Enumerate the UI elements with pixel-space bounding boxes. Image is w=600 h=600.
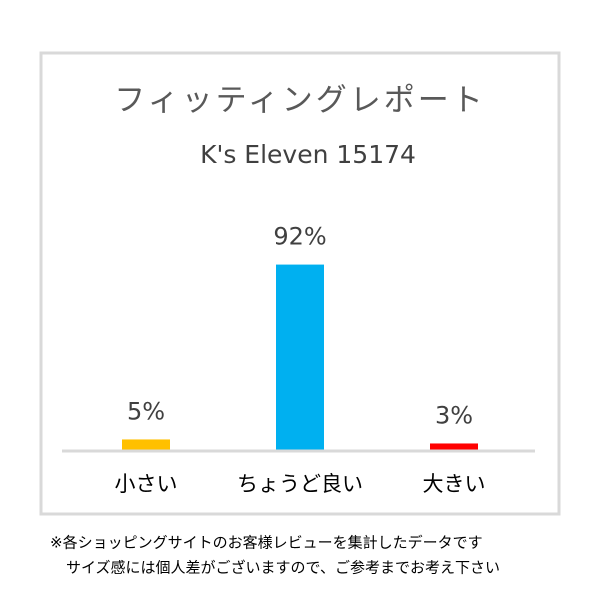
chart-subtitle: K's Eleven 15174 — [200, 140, 416, 169]
chart-title: フィッティングレポート — [114, 83, 486, 119]
x-tick-label: 小さい — [115, 472, 178, 496]
footnote: サイズ感には個人差がございますので、ご参考までお考え下さい — [66, 559, 500, 577]
value-label: 3% — [435, 401, 473, 429]
value-label: 92% — [273, 223, 326, 251]
x-tick-label: 大きい — [423, 472, 486, 496]
bar — [276, 264, 324, 450]
x-tick-label: ちょうど良い — [237, 472, 363, 496]
value-label: 5% — [127, 397, 165, 425]
bar — [122, 439, 170, 450]
bar — [430, 443, 478, 450]
footnote: ※各ショッピングサイトのお客様レビューを集計したデータです — [50, 534, 483, 552]
